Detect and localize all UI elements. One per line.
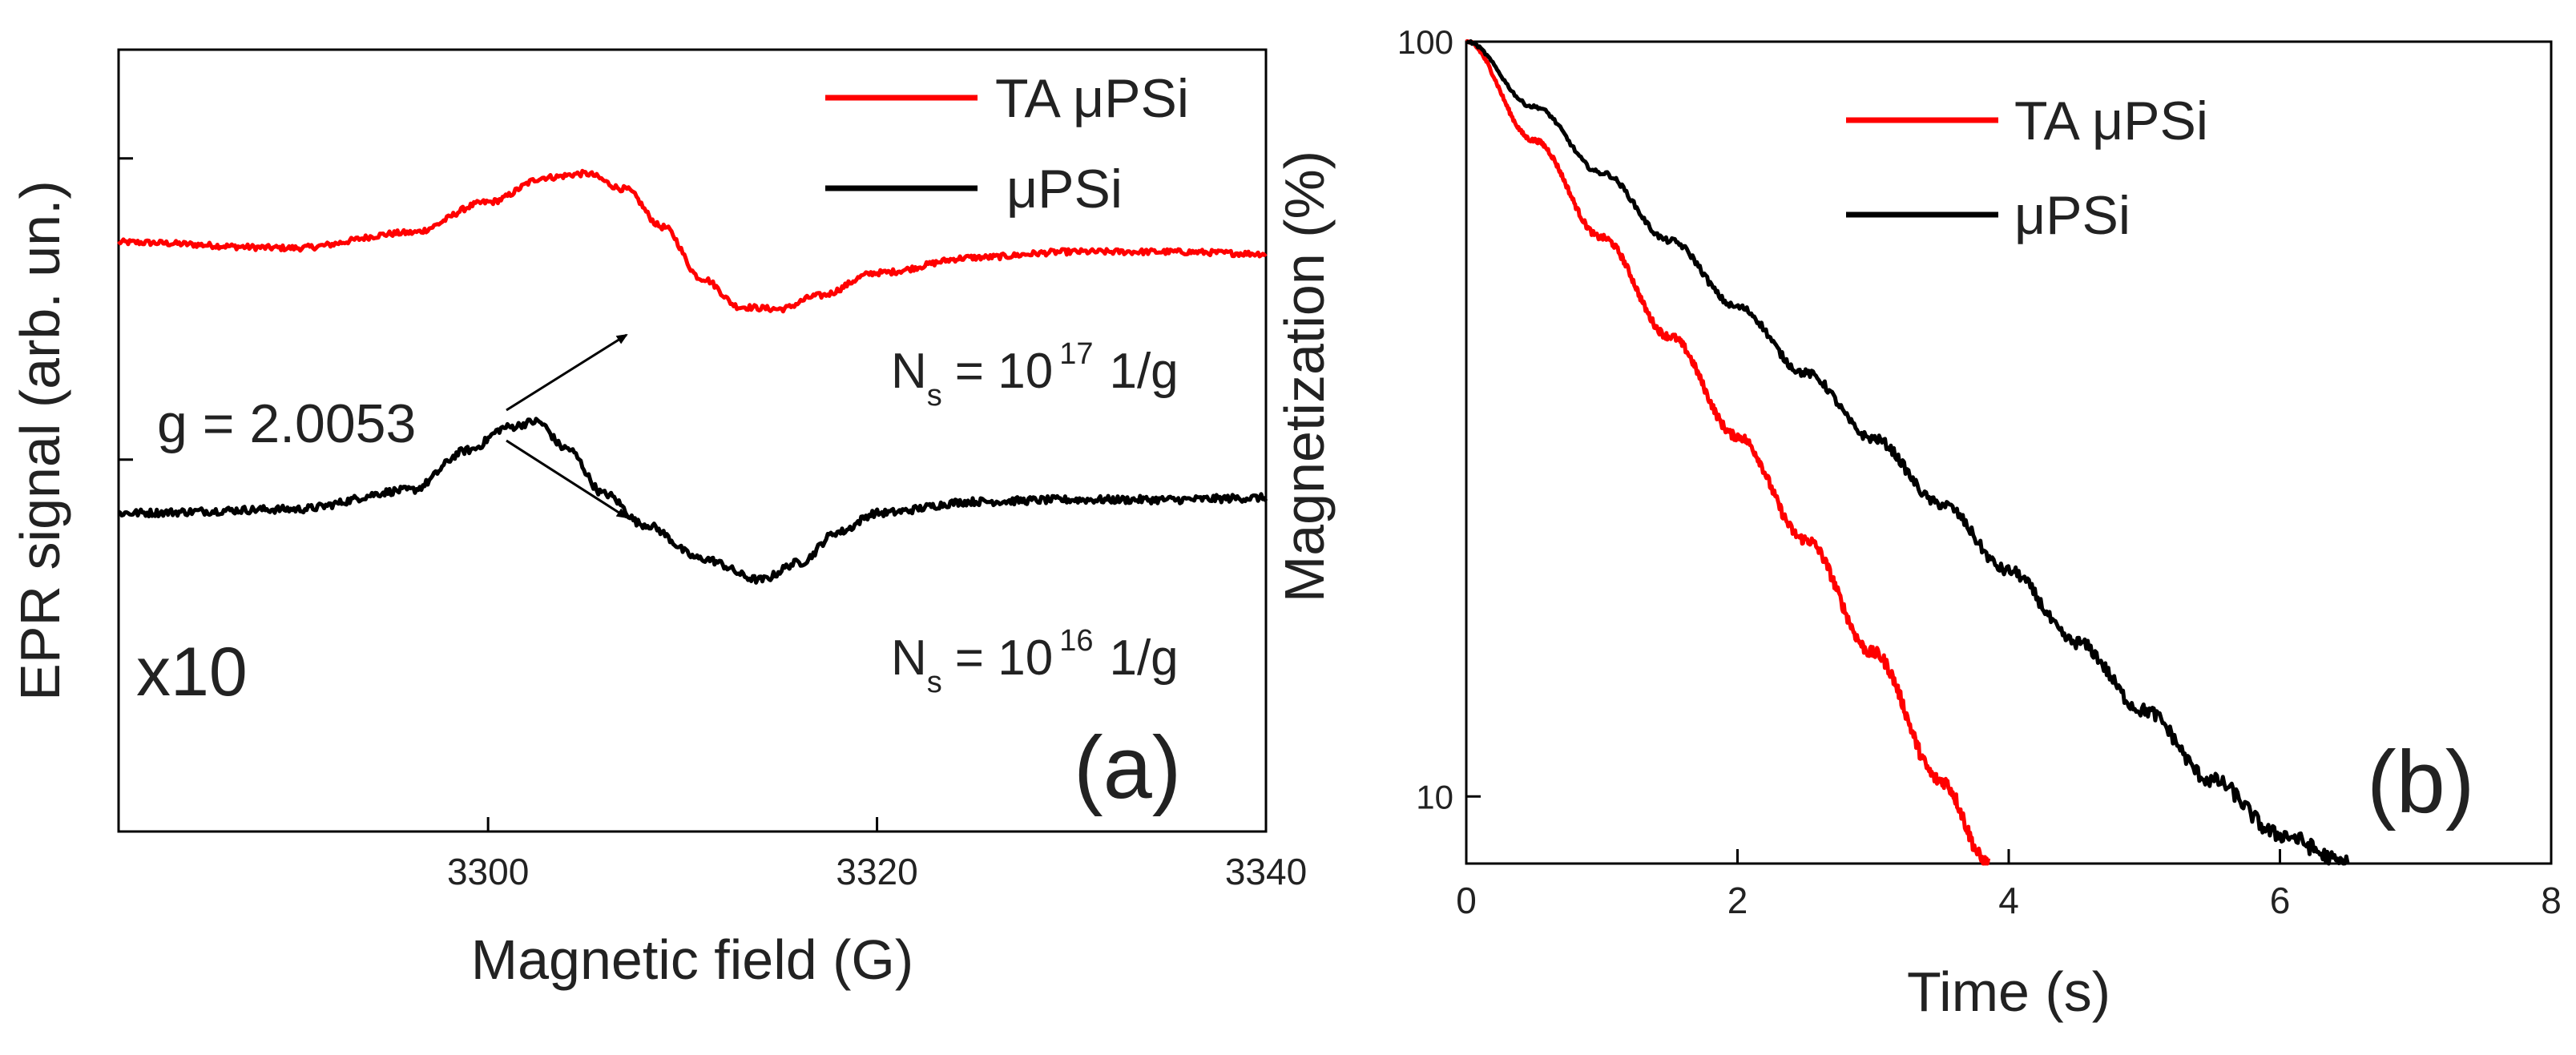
g-arrow-to-upsi-curve <box>506 439 628 519</box>
panel-a-epr-spectra: 3300 3320 3340 TA μPSi μPSi g = 2.0053 x10… <box>9 48 1307 991</box>
panel-a-xtick-label: 3300 <box>447 851 529 892</box>
panel-a-series-line-0 <box>117 168 1268 314</box>
g-arrow-to-ta-curve <box>506 333 628 412</box>
ns-ta-unit: 1/g <box>1109 344 1178 399</box>
panel-a-series-line-1 <box>117 417 1268 585</box>
ns-ta-base: N <box>891 344 927 399</box>
panel-a-letter: (a) <box>1074 719 1181 817</box>
panel-b-xtick-label: 6 <box>2270 880 2291 921</box>
panel-b-xtick-label: 8 <box>2541 880 2562 921</box>
panel-b-ylabel: Magnetization (%) <box>1273 151 1336 602</box>
ns-ta-exp: 17 <box>1059 337 1093 371</box>
ns-ta-sub: s <box>927 379 942 413</box>
panel-b-legend-label-upsi: μPSi <box>2014 185 2131 246</box>
ns-upsi-sub: s <box>927 666 942 699</box>
panel-b-ytick-label: 10 <box>1416 778 1453 815</box>
panel-a-plot-frame <box>117 48 1268 833</box>
panel-a-xtick-label: 3320 <box>836 851 917 892</box>
ns-ta-eq: = 10 <box>955 344 1053 399</box>
panel-a-series <box>117 168 1268 585</box>
panel-a-ylabel: EPR signal (arb. un.) <box>9 180 71 701</box>
panel-b-letter: (b) <box>2367 733 2474 832</box>
panel-b-series-line-0 <box>1465 38 1991 866</box>
panel-b-tick-labels: 0 2 4 6 8 10 100 <box>1397 23 2562 921</box>
ns-upsi-exp: 16 <box>1059 624 1093 658</box>
panel-b-xtick-label: 4 <box>1998 880 2019 921</box>
panel-b-legend-label-ta: TA μPSi <box>2014 91 2208 151</box>
panel-a-tick-labels: 3300 3320 3340 <box>447 851 1307 892</box>
g-factor-annotation: g = 2.0053 <box>157 393 416 454</box>
panel-b-series-line-1 <box>1465 39 2350 866</box>
panel-b-xlabel: Time (s) <box>1907 960 2110 1023</box>
ns-upsi-base: N <box>891 630 927 686</box>
panel-a-xtick-label: 3340 <box>1225 851 1307 892</box>
ns-upsi-eq: = 10 <box>955 630 1053 686</box>
scale-factor-label: x10 <box>136 634 248 711</box>
panel-a-ticks <box>119 157 1268 832</box>
panel-a-legend-label-ta: TA μPSi <box>995 68 1189 129</box>
panel-b-xtick-label: 2 <box>1727 880 1748 921</box>
panel-a-legend-label-upsi: μPSi <box>1006 159 1123 219</box>
ns-upsi-annotation: Ns = 10 16 1/g <box>891 624 1179 699</box>
panel-a-xlabel: Magnetic field (G) <box>471 928 913 991</box>
panel-b-magnetization-decay: 0 2 4 6 8 10 100 TA μPSi μPSi (b) Time (s) Mag… <box>1273 23 2562 1023</box>
panel-b-legend: TA μPSi μPSi <box>1846 91 2208 246</box>
panel-b-ytick-label: 100 <box>1397 23 1453 61</box>
ns-upsi-unit: 1/g <box>1109 630 1178 686</box>
panel-b-xtick-label: 0 <box>1456 880 1477 921</box>
panel-b-series <box>1465 38 2350 866</box>
panel-a-legend: TA μPSi μPSi <box>825 68 1189 219</box>
ns-ta-annotation: Ns = 10 17 1/g <box>891 337 1179 413</box>
